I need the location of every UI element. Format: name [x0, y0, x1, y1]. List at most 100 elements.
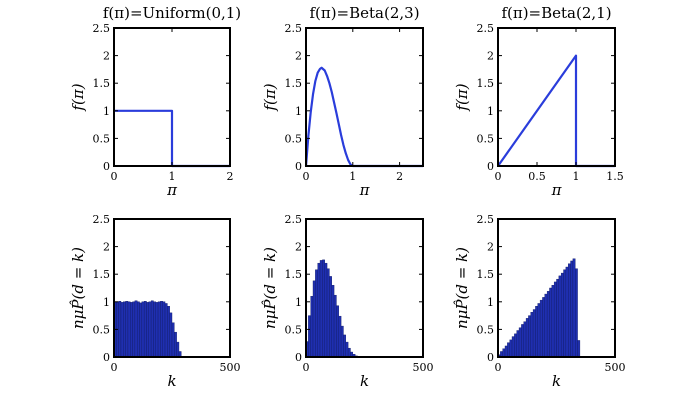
- y-axis-label: f(π): [261, 83, 279, 111]
- y-tick-label: 0: [487, 160, 494, 173]
- y-tick-label: 2.5: [285, 213, 303, 226]
- y-tick-label: 1.5: [285, 268, 303, 281]
- y-tick-label: 2: [487, 241, 494, 254]
- histogram-bar: [340, 325, 344, 358]
- y-axis-label: f(π): [453, 83, 471, 111]
- y-tick-label: 0: [103, 160, 110, 173]
- chart-panel-4: 0 0.5 1 1.5 2 2.5 0 500 k nμP̂(d = k): [69, 213, 241, 390]
- y-tick-label: 2.5: [477, 213, 495, 226]
- x-axis-label: k: [552, 372, 561, 390]
- y-tick-label: 0: [295, 160, 302, 173]
- histogram-bar: [570, 260, 574, 358]
- histogram-bar: [575, 268, 578, 358]
- x-tick-label: 0: [303, 170, 310, 183]
- histogram-bar: [553, 281, 557, 358]
- histogram-bar: [326, 268, 330, 358]
- histogram-bar: [171, 322, 175, 358]
- histogram-bar: [516, 330, 520, 358]
- x-tick-label: 0: [303, 361, 310, 374]
- histogram-bar: [572, 258, 576, 358]
- y-tick-label: 2.5: [285, 22, 303, 35]
- y-tick-label: 0: [487, 351, 494, 364]
- histogram-bar: [155, 302, 159, 358]
- y-axis-label: f(π): [69, 83, 87, 111]
- histogram-bar: [310, 296, 314, 358]
- histogram-bar: [167, 306, 170, 358]
- histogram-bar: [319, 260, 323, 358]
- histogram-bar: [514, 333, 517, 358]
- histogram-bar: [174, 331, 177, 358]
- histogram-bar: [546, 291, 550, 358]
- histogram-bar: [577, 340, 581, 358]
- histogram-bar: [141, 301, 145, 358]
- histogram-bar: [125, 301, 129, 358]
- density-curve: [497, 54, 615, 168]
- histogram-bar: [507, 342, 510, 358]
- chart-title: f(π)=Beta(2,3): [309, 4, 419, 22]
- histogram-bar: [329, 276, 332, 358]
- histogram-bar: [153, 301, 156, 358]
- y-tick-label: 1: [487, 296, 494, 309]
- histogram-bar: [132, 301, 136, 358]
- y-tick-label: 1.5: [477, 77, 495, 90]
- x-tick-label: 1.5: [606, 170, 624, 183]
- x-tick-label: 2: [396, 170, 403, 183]
- y-tick-label: 0: [295, 351, 302, 364]
- histogram-bar: [556, 278, 560, 358]
- x-tick-label: 1: [349, 170, 356, 183]
- y-tick-label: 1: [487, 105, 494, 118]
- x-axis-label: π: [359, 181, 371, 199]
- histogram-bar: [324, 262, 328, 358]
- y-tick-label: 0.5: [477, 132, 495, 145]
- chart-panel-6: 0 0.5 1 1.5 2 2.5 0 500 k nμP̂(d = k): [453, 213, 626, 390]
- y-axis-label: nμP̂(d = k): [261, 247, 279, 329]
- y-tick-label: 1: [295, 296, 302, 309]
- x-tick-label: 0: [111, 361, 118, 374]
- x-tick-label: 1: [573, 170, 580, 183]
- histogram-bar: [139, 302, 143, 358]
- y-tick-label: 1.5: [285, 77, 303, 90]
- y-axis-label: nμP̂(d = k): [69, 247, 87, 329]
- histogram-bar: [549, 287, 553, 358]
- x-tick-label: 500: [605, 361, 626, 374]
- histogram-bar: [347, 347, 351, 358]
- y-axis-label: nμP̂(d = k): [453, 247, 471, 329]
- axes-frame: [305, 27, 424, 167]
- axes-frame: [497, 218, 616, 358]
- histogram-bar: [558, 275, 562, 358]
- chart-panel-1: 0 0.5 1 1.5 2 2.5 0 1 2 π f(π) f(π)=Uniform(0,1): [69, 4, 241, 199]
- histogram-bar: [146, 302, 149, 358]
- histogram-bar: [530, 312, 534, 358]
- histogram-bar: [565, 266, 569, 358]
- y-tick-label: 0.5: [285, 132, 303, 145]
- y-tick-label: 2: [295, 241, 302, 254]
- histogram-bar: [127, 301, 131, 358]
- y-tick-label: 1: [103, 105, 110, 118]
- histogram-bar: [537, 303, 541, 358]
- histogram-bar: [542, 297, 546, 358]
- x-tick-label: 0: [495, 361, 502, 374]
- histogram-bar: [523, 321, 527, 358]
- y-tick-label: 2.5: [93, 22, 111, 35]
- x-tick-label: 2: [227, 170, 234, 183]
- histogram-bar: [539, 299, 543, 358]
- histogram-bar: [568, 263, 571, 358]
- y-tick-label: 2: [103, 50, 110, 63]
- histogram-bar: [120, 302, 124, 358]
- histogram-bar: [528, 315, 531, 358]
- histogram-bar: [169, 312, 173, 358]
- histogram-bar: [118, 301, 122, 358]
- y-tick-label: 2.5: [477, 22, 495, 35]
- histogram-bar: [525, 318, 529, 358]
- y-tick-label: 2: [295, 50, 302, 63]
- chart-title: f(π)=Uniform(0,1): [103, 4, 241, 22]
- y-tick-label: 2: [487, 50, 494, 63]
- y-tick-label: 1: [295, 105, 302, 118]
- histogram-bar: [157, 301, 161, 358]
- x-tick-label: 0: [111, 170, 118, 183]
- x-axis-label: k: [167, 372, 176, 390]
- histogram-bar: [322, 259, 325, 358]
- chart-panel-3: 0 0.5 1 1.5 2 2.5 0 0.5 1 1.5 π f(π) f(π)=Beta(2,1): [453, 4, 624, 199]
- axes-frame: [113, 218, 231, 358]
